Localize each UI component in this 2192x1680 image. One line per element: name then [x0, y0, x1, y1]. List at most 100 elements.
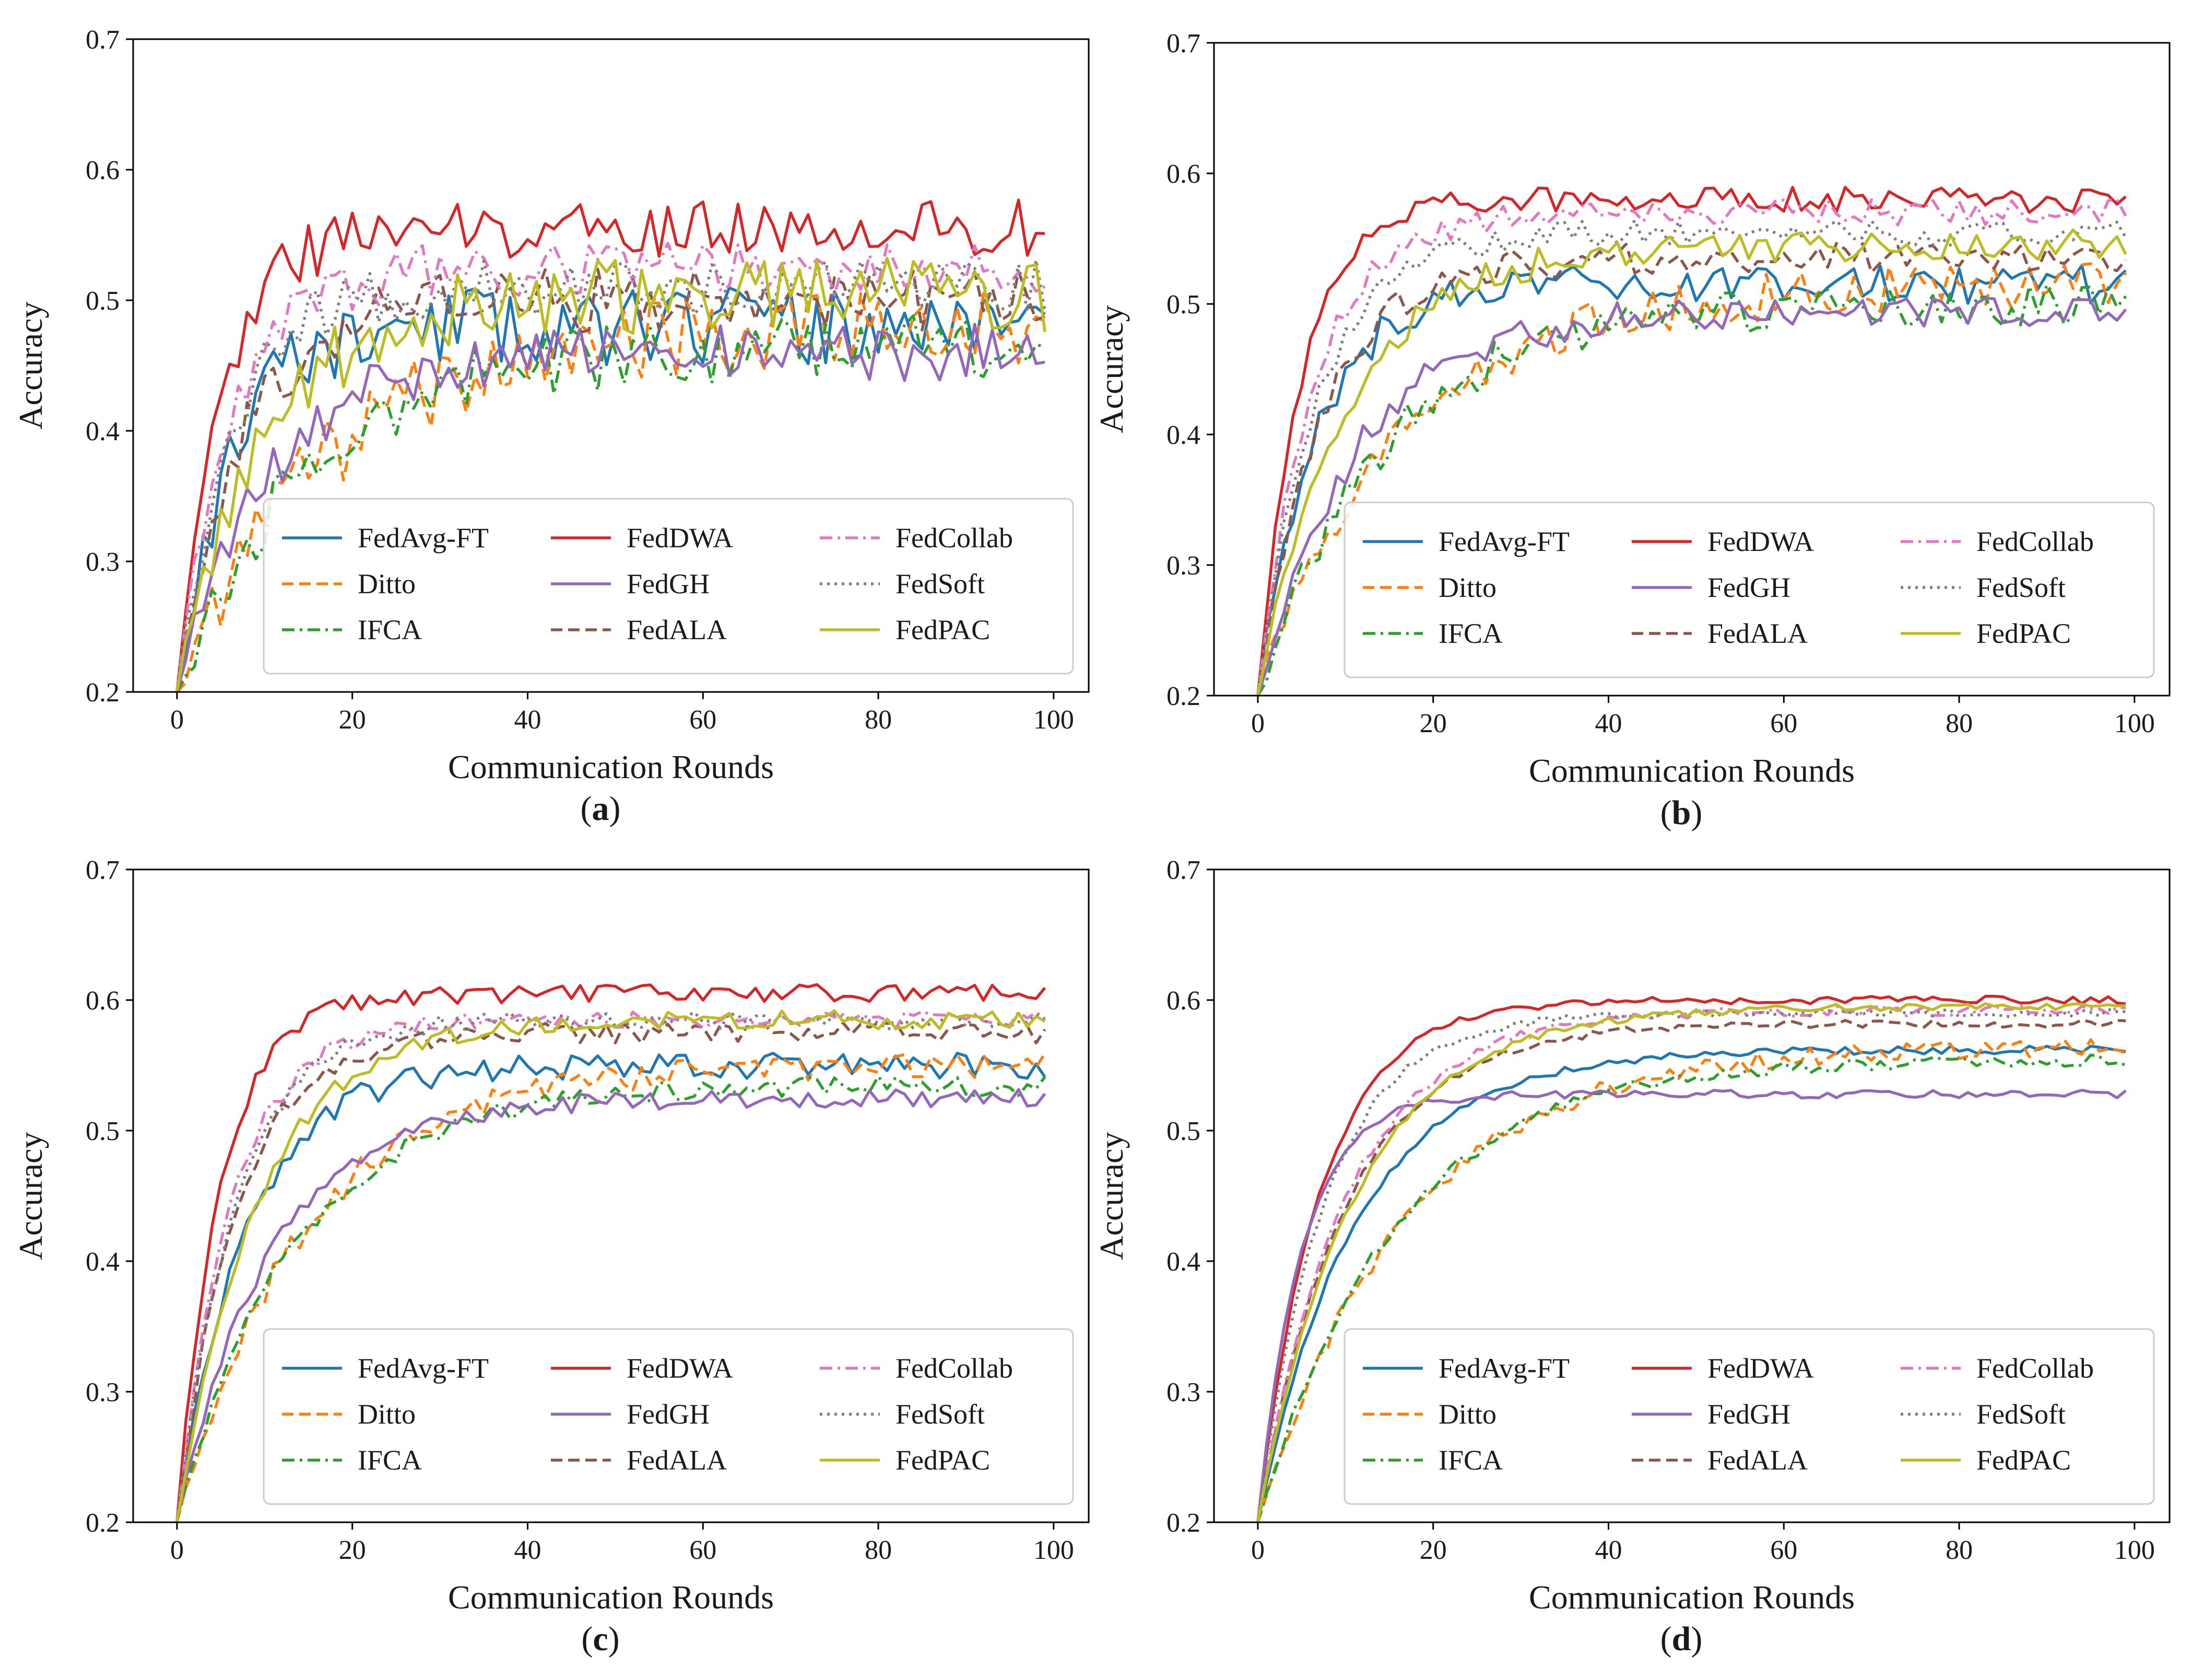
- series-line-feddwa: [175, 198, 1045, 692]
- legend-label-feddwa: FedDWA: [1707, 526, 1814, 557]
- panel-d: 0 20 40 60 80 100 0.2 0.3 0.4 0.5 0.6 0.7 Communicat…: [1093, 855, 2171, 1658]
- x-tick-label: 20: [339, 1535, 366, 1565]
- y-tick-label: 0.2: [86, 1508, 120, 1538]
- series-line-ditto: [175, 1052, 1046, 1522]
- legend-label-ifca: IFCA: [358, 614, 422, 645]
- x-axis-label: Communication Rounds: [1529, 1579, 1855, 1616]
- legend-label-fedavg-ft: FedAvg-FT: [1439, 526, 1570, 557]
- legend-label-fedsoft: FedSoft: [895, 1399, 985, 1430]
- series-line-ifca: [1256, 1053, 2126, 1522]
- legend-label-fedsoft: FedSoft: [895, 568, 985, 600]
- legend-label-fedpac: FedPAC: [1976, 1444, 2071, 1476]
- x-tick-label: 0: [170, 1535, 184, 1565]
- y-tick-label: 0.4: [86, 417, 120, 447]
- legend-label-fedgh: FedGH: [627, 568, 710, 600]
- y-tick-label: 0.7: [1166, 855, 1200, 885]
- y-tick-label: 0.2: [1166, 682, 1200, 711]
- y-tick-label: 0.6: [86, 986, 120, 1016]
- legend-label-fedgh: FedGH: [1707, 572, 1790, 603]
- x-tick-label: 60: [1770, 709, 1797, 738]
- x-axis-label: Communication Rounds: [448, 1579, 774, 1616]
- x-tick-label: 60: [689, 1535, 716, 1565]
- legend-label-fedgh: FedGH: [627, 1399, 710, 1430]
- x-tick-label: 100: [2114, 1535, 2155, 1565]
- y-tick-label: 0.3: [86, 1378, 120, 1407]
- legend-label-fedcollab: FedCollab: [895, 1353, 1013, 1384]
- series-line-fedavg-ft: [175, 286, 1046, 692]
- series-line-feddwa: [1256, 185, 2127, 696]
- x-tick-label: 60: [689, 705, 716, 735]
- legend-label-feddwa: FedDWA: [627, 522, 733, 554]
- series-line-fedpac: [1256, 228, 2127, 696]
- y-tick-label: 0.3: [1166, 551, 1200, 581]
- legend: FedAvg-FT Ditto IFCA FedDWA FedGH FedALA FedCo…: [1344, 1328, 2155, 1505]
- x-tick-label: 40: [514, 705, 541, 735]
- y-tick-label: 0.7: [86, 855, 120, 885]
- x-tick-label: 0: [1251, 709, 1265, 738]
- y-tick-label: 0.2: [1166, 1508, 1200, 1538]
- legend-label-fedala: FedALA: [1707, 618, 1808, 649]
- y-tick-label: 0.3: [1166, 1378, 1200, 1407]
- legend-label-fedavg-ft: FedAvg-FT: [358, 522, 489, 554]
- y-tick-label: 0.6: [1166, 986, 1200, 1016]
- y-tick-label: 0.7: [1166, 29, 1200, 58]
- panel-c: 0 20 40 60 80 100 0.2 0.3 0.4 0.5 0.6 0.7 Communicat…: [12, 855, 1090, 1658]
- series-line-fedcollab: [1256, 1004, 2126, 1522]
- legend-label-ifca: IFCA: [1439, 1444, 1503, 1476]
- series-line-fedsoft: [175, 258, 1046, 692]
- series-line-fedcollab: [175, 1010, 1046, 1522]
- y-tick-label: 0.4: [1166, 420, 1200, 450]
- x-tick-label: 0: [1251, 1535, 1265, 1565]
- series-line-fedpac: [175, 256, 1046, 692]
- legend-label-ifca: IFCA: [1439, 618, 1503, 649]
- series-line-fedpac: [1256, 1002, 2126, 1522]
- legend-label-ditto: Ditto: [1439, 1399, 1496, 1430]
- series-lines: [1256, 994, 2127, 1522]
- legend-label-fedsoft: FedSoft: [1976, 1399, 2066, 1430]
- y-axis-label: Accuracy: [1093, 1132, 1130, 1260]
- legend-label-fedavg-ft: FedAvg-FT: [358, 1353, 489, 1384]
- legend: FedAvg-FT Ditto IFCA FedDWA FedGH FedALA FedCo…: [263, 498, 1074, 675]
- x-tick-label: 20: [1420, 709, 1447, 738]
- legend-label-feddwa: FedDWA: [1707, 1353, 1814, 1384]
- y-tick-label: 0.5: [86, 286, 120, 316]
- x-axis-label: Communication Rounds: [1529, 752, 1855, 789]
- x-tick-label: 100: [1033, 705, 1074, 735]
- x-tick-label: 80: [1946, 1535, 1973, 1565]
- series-line-feddwa: [175, 983, 1046, 1522]
- plot-frame: [1213, 868, 2171, 1523]
- series-line-ditto: [1256, 1038, 2127, 1522]
- panel-caption: (d): [1660, 1620, 1703, 1658]
- series-line-fedala: [175, 267, 1046, 692]
- y-tick-label: 0.6: [86, 156, 120, 185]
- legend-label-fedavg-ft: FedAvg-FT: [1439, 1353, 1570, 1384]
- x-tick-label: 80: [865, 1535, 892, 1565]
- y-axis-label: Accuracy: [12, 1132, 49, 1260]
- legend-label-fedala: FedALA: [627, 614, 727, 645]
- plot-frame: [132, 38, 1090, 693]
- legend-label-fedgh: FedGH: [1707, 1399, 1790, 1430]
- legend-label-ditto: Ditto: [1439, 572, 1496, 603]
- legend-label-fedpac: FedPAC: [895, 614, 990, 645]
- y-tick-label: 0.7: [86, 25, 120, 55]
- legend-label-ifca: IFCA: [358, 1444, 422, 1476]
- legend-label-fedsoft: FedSoft: [1976, 572, 2066, 603]
- y-tick-label: 0.5: [1166, 1117, 1200, 1146]
- plot-frame: [132, 868, 1090, 1523]
- x-tick-label: 40: [1595, 709, 1622, 738]
- series-line-fedpac: [175, 1009, 1046, 1522]
- x-tick-label: 40: [1595, 1535, 1622, 1565]
- legend-label-feddwa: FedDWA: [627, 1353, 733, 1384]
- legend: FedAvg-FT Ditto IFCA FedDWA FedGH FedALA FedCo…: [263, 1328, 1074, 1505]
- x-tick-label: 100: [2114, 709, 2155, 738]
- series-line-fedavg-ft: [1256, 264, 2127, 696]
- panel-b: 0 20 40 60 80 100 0.2 0.3 0.4 0.5 0.6 0.7 Communicat…: [1093, 29, 2171, 832]
- legend-label-fedcollab: FedCollab: [1976, 1353, 2094, 1384]
- y-axis-label: Accuracy: [1093, 305, 1130, 433]
- x-tick-label: 20: [339, 705, 366, 735]
- series-lines: [175, 983, 1046, 1522]
- legend-label-fedcollab: FedCollab: [1976, 526, 2094, 557]
- x-tick-label: 80: [865, 705, 892, 735]
- series-line-ifca: [1256, 283, 2127, 696]
